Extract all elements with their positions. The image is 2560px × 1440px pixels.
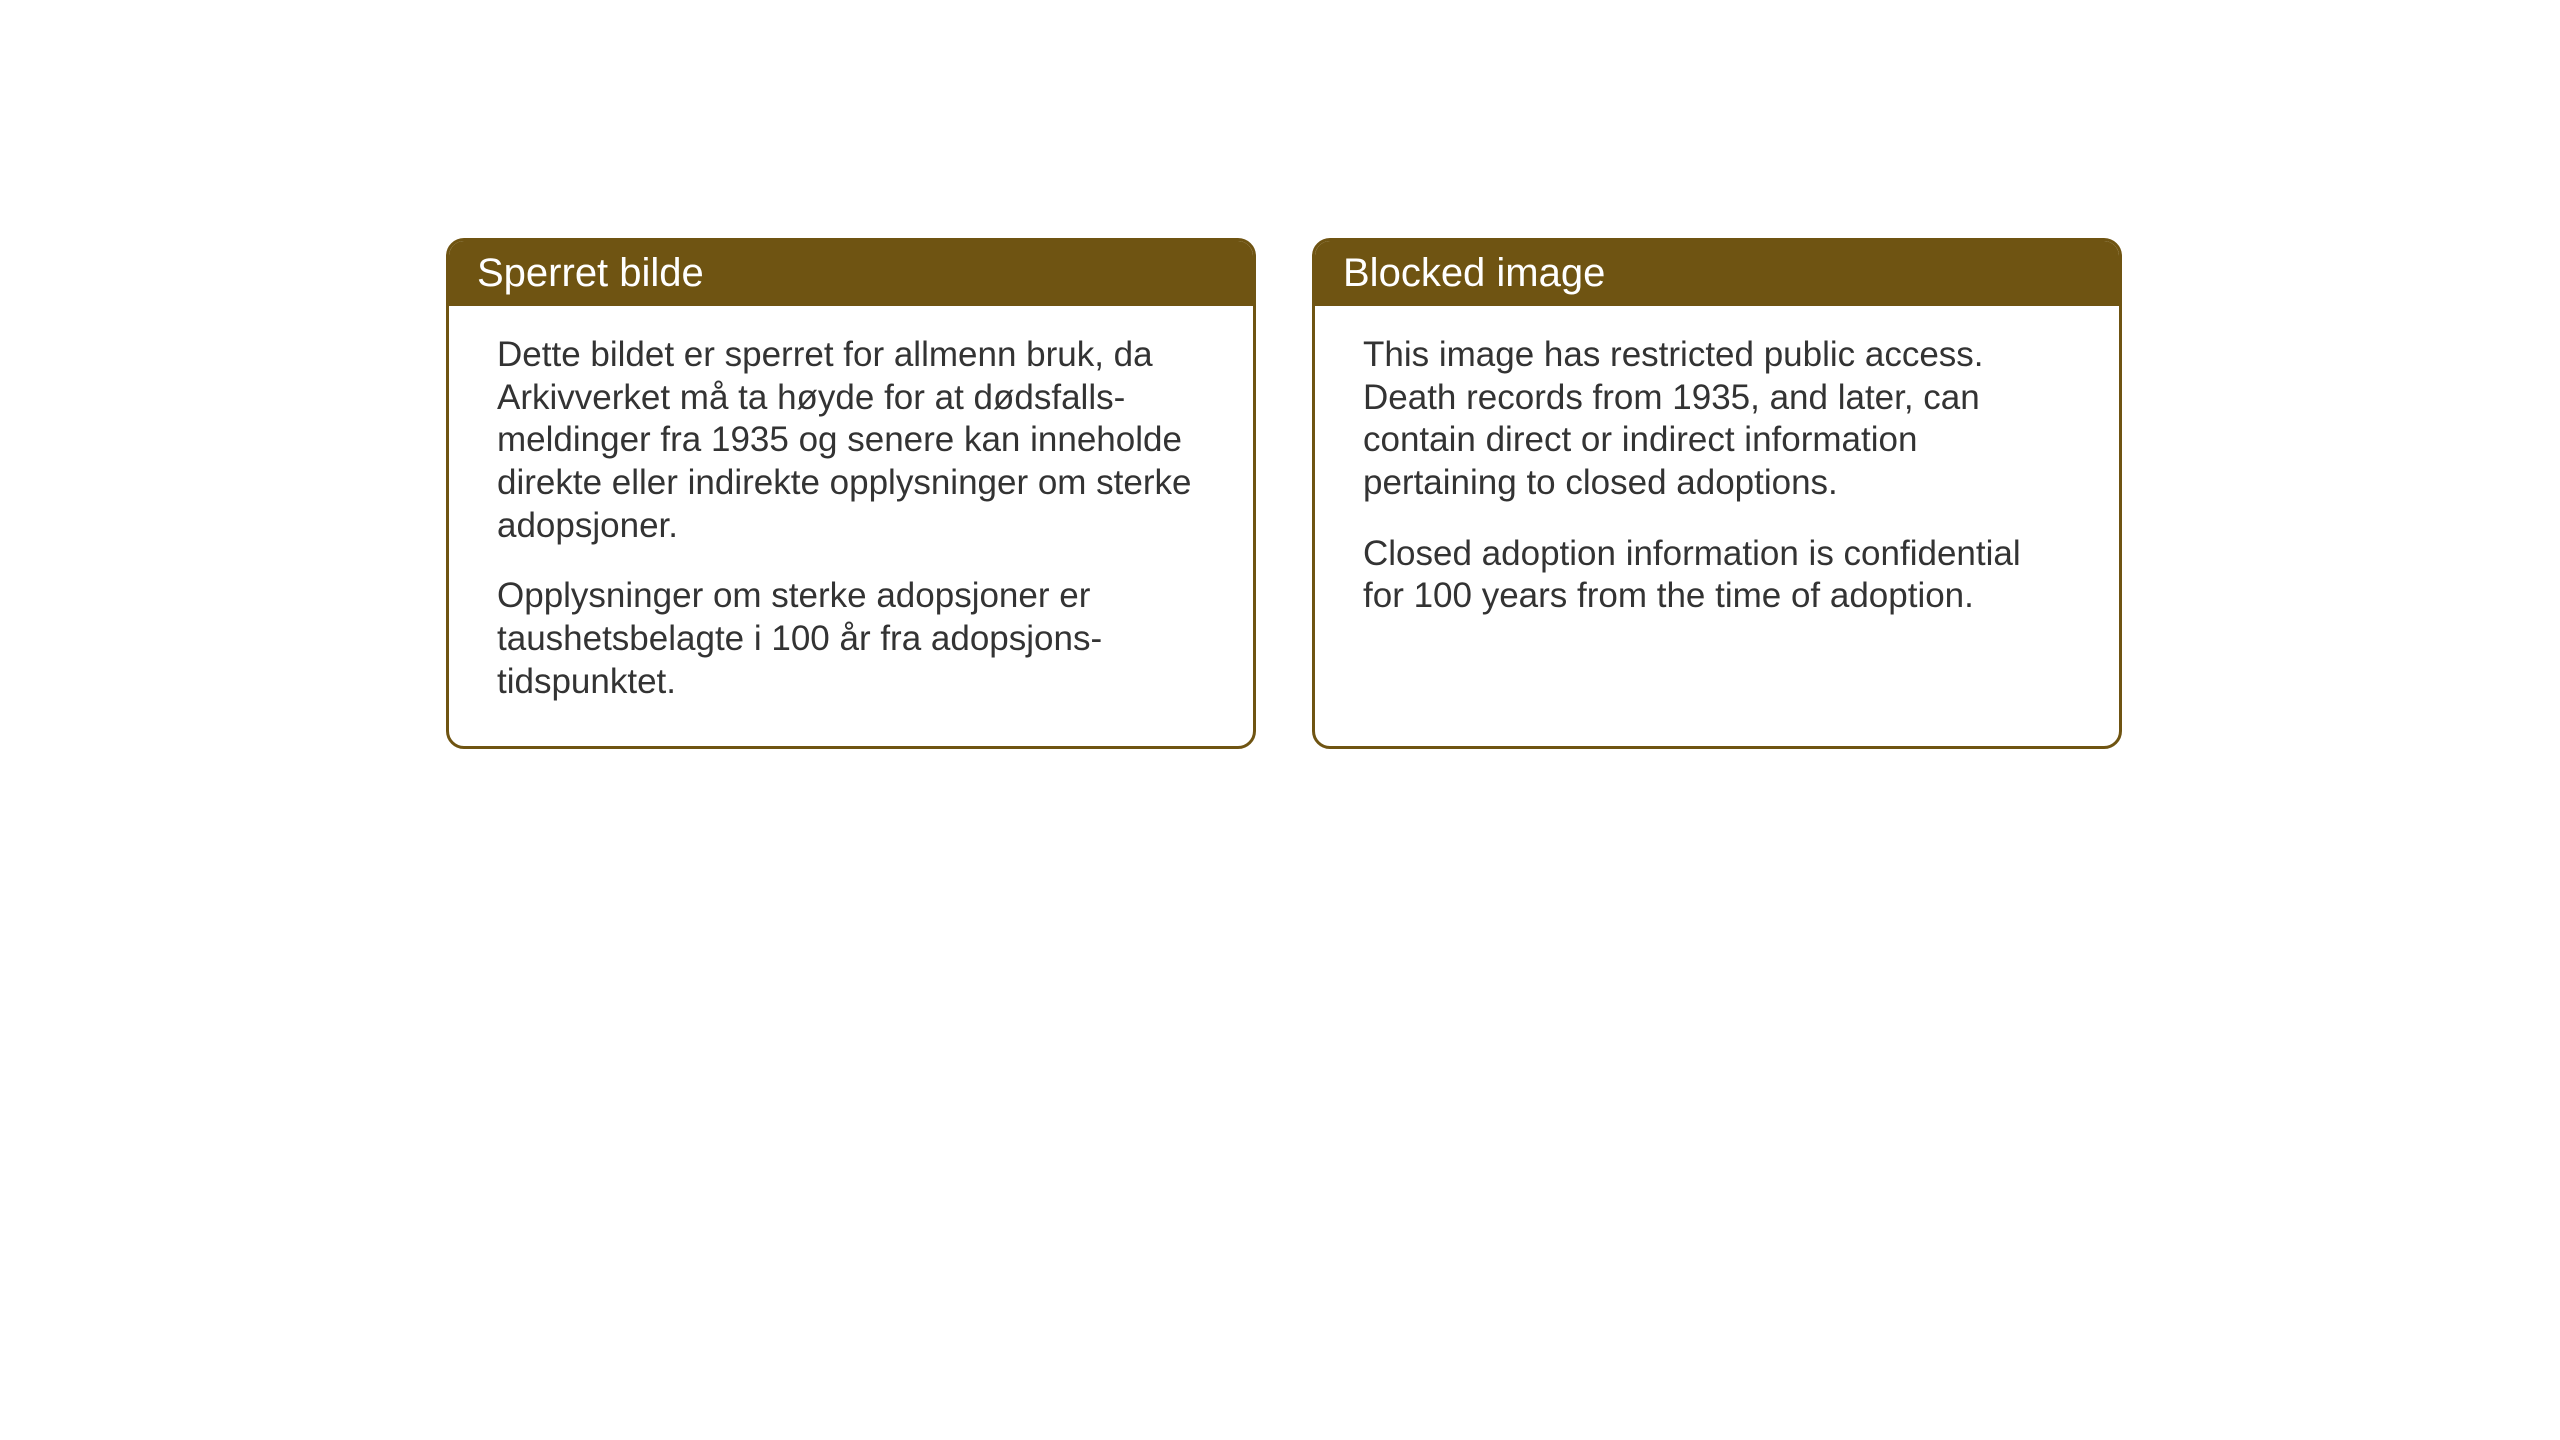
english-notice-card: Blocked image This image has restricted … [1312, 238, 2122, 749]
english-paragraph-1: This image has restricted public access.… [1363, 334, 2071, 505]
norwegian-card-body: Dette bildet er sperret for allmenn bruk… [449, 306, 1253, 746]
norwegian-card-title: Sperret bilde [449, 241, 1253, 306]
notice-container: Sperret bilde Dette bildet er sperret fo… [446, 238, 2122, 749]
norwegian-notice-card: Sperret bilde Dette bildet er sperret fo… [446, 238, 1256, 749]
english-paragraph-2: Closed adoption information is confident… [1363, 533, 2071, 618]
english-card-title: Blocked image [1315, 241, 2119, 306]
norwegian-paragraph-2: Opplysninger om sterke adopsjoner er tau… [497, 575, 1205, 703]
norwegian-paragraph-1: Dette bildet er sperret for allmenn bruk… [497, 334, 1205, 547]
english-card-body: This image has restricted public access.… [1315, 306, 2119, 660]
